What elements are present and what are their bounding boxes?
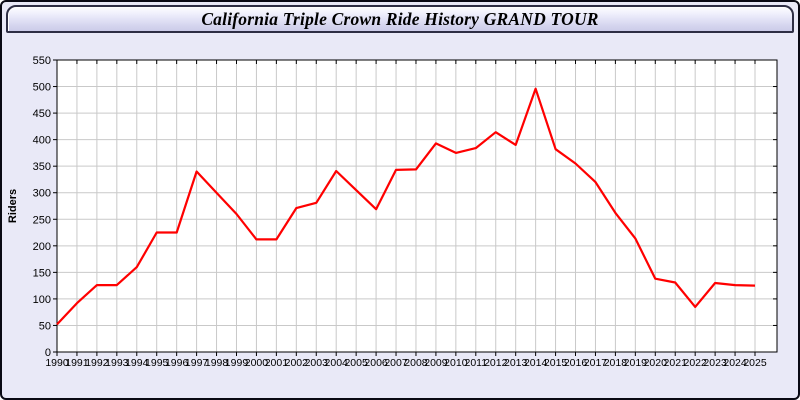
x-tick-label: 2002 — [285, 357, 309, 369]
x-tick-label: 2003 — [305, 357, 329, 369]
x-tick-label: 1995 — [145, 357, 169, 369]
y-tick-label: 450 — [33, 108, 51, 120]
x-tick-label: 2001 — [265, 357, 289, 369]
x-tick-label: 2015 — [544, 357, 568, 369]
x-tick-label: 2006 — [364, 357, 388, 369]
y-tick-label: 400 — [33, 135, 51, 147]
x-tick-label: 1996 — [165, 357, 189, 369]
x-tick-label: 2018 — [604, 357, 628, 369]
x-tick-label: 2009 — [424, 357, 448, 369]
x-tick-label: 2020 — [644, 357, 668, 369]
plot-frame — [56, 59, 778, 353]
x-tick-label: 2017 — [584, 357, 608, 369]
x-tick-label: 2012 — [484, 357, 508, 369]
y-tick-label: 0 — [45, 347, 51, 359]
x-tick-label: 2011 — [465, 357, 488, 369]
x-tick-label: 2008 — [404, 357, 428, 369]
y-tick-label: 150 — [33, 267, 51, 279]
x-tick-label: 2004 — [325, 357, 349, 369]
x-tick-label: 2021 — [664, 357, 688, 369]
y-tick-label: 350 — [33, 161, 51, 173]
x-tick-label: 1994 — [125, 357, 149, 369]
x-tick-label: 2025 — [743, 357, 767, 369]
x-tick-label: 1998 — [205, 357, 229, 369]
x-tick-label: 1991 — [65, 357, 89, 369]
x-tick-label: 1993 — [105, 357, 129, 369]
page-title: California Triple Crown Ride History GRA… — [201, 8, 599, 29]
plot-area — [57, 60, 777, 352]
y-tick-label: 500 — [33, 82, 51, 94]
x-tick-label: 2016 — [564, 357, 588, 369]
x-tick-label: 2005 — [344, 357, 368, 369]
x-tick-label: 2022 — [683, 357, 707, 369]
y-tick-label: 300 — [33, 188, 51, 200]
x-tick-label: 2007 — [384, 357, 408, 369]
y-tick-label: 50 — [39, 320, 51, 332]
x-tick-label: 1997 — [185, 357, 209, 369]
x-tick-label: 2013 — [504, 357, 528, 369]
y-tick-label: 550 — [33, 55, 51, 67]
x-tick-label: 1999 — [225, 357, 249, 369]
x-tick-label: 2010 — [444, 357, 468, 369]
x-tick-label: 1992 — [85, 357, 109, 369]
x-tick-label: 2024 — [723, 357, 747, 369]
x-tick-label: 2000 — [245, 357, 269, 369]
y-tick-label: 100 — [33, 294, 51, 306]
data-line-riders — [56, 87, 756, 326]
x-tick-label: 2023 — [703, 357, 727, 369]
y-tick-label: 200 — [33, 241, 51, 253]
x-tick-label: 2019 — [624, 357, 648, 369]
x-tick-label: 1990 — [45, 357, 69, 369]
y-axis-title: Riders — [7, 189, 19, 223]
y-tick-label: 250 — [33, 214, 51, 226]
title-bar: California Triple Crown Ride History GRA… — [6, 5, 794, 33]
x-tick-label: 2014 — [524, 357, 548, 369]
